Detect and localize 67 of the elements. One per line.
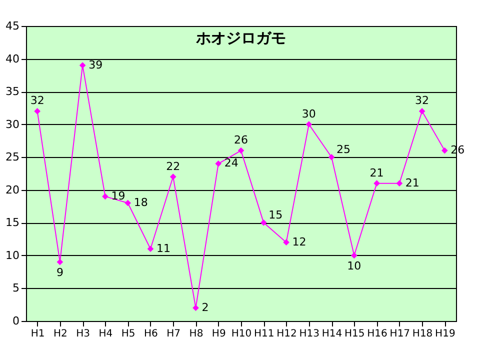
data-label: 18	[134, 196, 148, 209]
data-label: 21	[370, 166, 384, 180]
y-tick-label: 35	[6, 85, 20, 98]
point	[147, 246, 154, 252]
x-tick-label: H19	[435, 328, 456, 340]
data-label: 21	[405, 176, 420, 190]
point	[102, 193, 108, 200]
data-label: 32	[415, 94, 430, 108]
x-tick-label: H4	[98, 328, 113, 340]
y-tick-label: 10	[6, 248, 20, 262]
point	[34, 108, 40, 114]
point	[418, 108, 426, 114]
point	[56, 258, 64, 266]
x-tick-label: H9	[212, 328, 226, 340]
data-label: 24	[224, 156, 238, 170]
data-label: 15	[268, 208, 283, 222]
point	[396, 180, 403, 186]
x-tick-label: H14	[322, 328, 342, 340]
data-label: 12	[292, 235, 306, 248]
x-tick-label: H7	[166, 328, 181, 340]
x-tick-label: H18	[412, 328, 433, 340]
data-label: 11	[156, 242, 170, 255]
data-label: 10	[347, 259, 362, 272]
point	[238, 147, 244, 154]
point	[260, 220, 267, 226]
point	[124, 200, 132, 206]
data-label: 2	[202, 300, 209, 314]
data-label: 30	[302, 107, 316, 120]
data-label: 9	[56, 266, 64, 279]
y-tick-label: 25	[6, 150, 20, 164]
data-label: 22	[166, 160, 180, 173]
x-tick-label: H16	[367, 328, 388, 340]
point	[442, 147, 448, 154]
x-tick-label: H1	[30, 328, 45, 340]
point	[79, 62, 86, 68]
point	[192, 304, 199, 312]
x-tick-label: H13	[299, 328, 320, 340]
data-label: 39	[88, 58, 103, 72]
x-tick-label: H8	[189, 328, 204, 340]
point	[215, 160, 222, 167]
data-label: 32	[30, 94, 44, 108]
point	[283, 239, 290, 246]
point	[328, 154, 335, 160]
x-tick-label: H10	[231, 328, 252, 340]
point	[306, 121, 312, 128]
point	[170, 174, 176, 180]
x-tick-label: H15	[344, 328, 365, 340]
x-tick-label: H5	[121, 328, 136, 340]
y-tick-label: 30	[6, 118, 20, 131]
data-label: 26	[234, 134, 248, 147]
y-tick-label: 15	[6, 216, 20, 230]
x-tick-label: H17	[390, 328, 410, 340]
y-tick-label: 40	[6, 52, 20, 66]
data-label: 19	[111, 189, 126, 202]
y-tick-label: 20	[6, 183, 20, 196]
y-tick-label: 5	[12, 282, 20, 295]
y-tick-label: 0	[12, 314, 20, 328]
point	[350, 252, 358, 259]
chart-title: ホオジロガモ	[195, 29, 286, 47]
x-tick-label: H3	[76, 328, 90, 340]
x-tick-label: H2	[54, 328, 68, 340]
x-tick-label: H11	[254, 328, 274, 340]
y-tick-label: 45	[6, 20, 20, 32]
point	[374, 180, 380, 186]
x-tick-label: H6	[144, 328, 158, 340]
data-label: 25	[336, 143, 351, 156]
x-tick-label: H12	[276, 328, 297, 340]
